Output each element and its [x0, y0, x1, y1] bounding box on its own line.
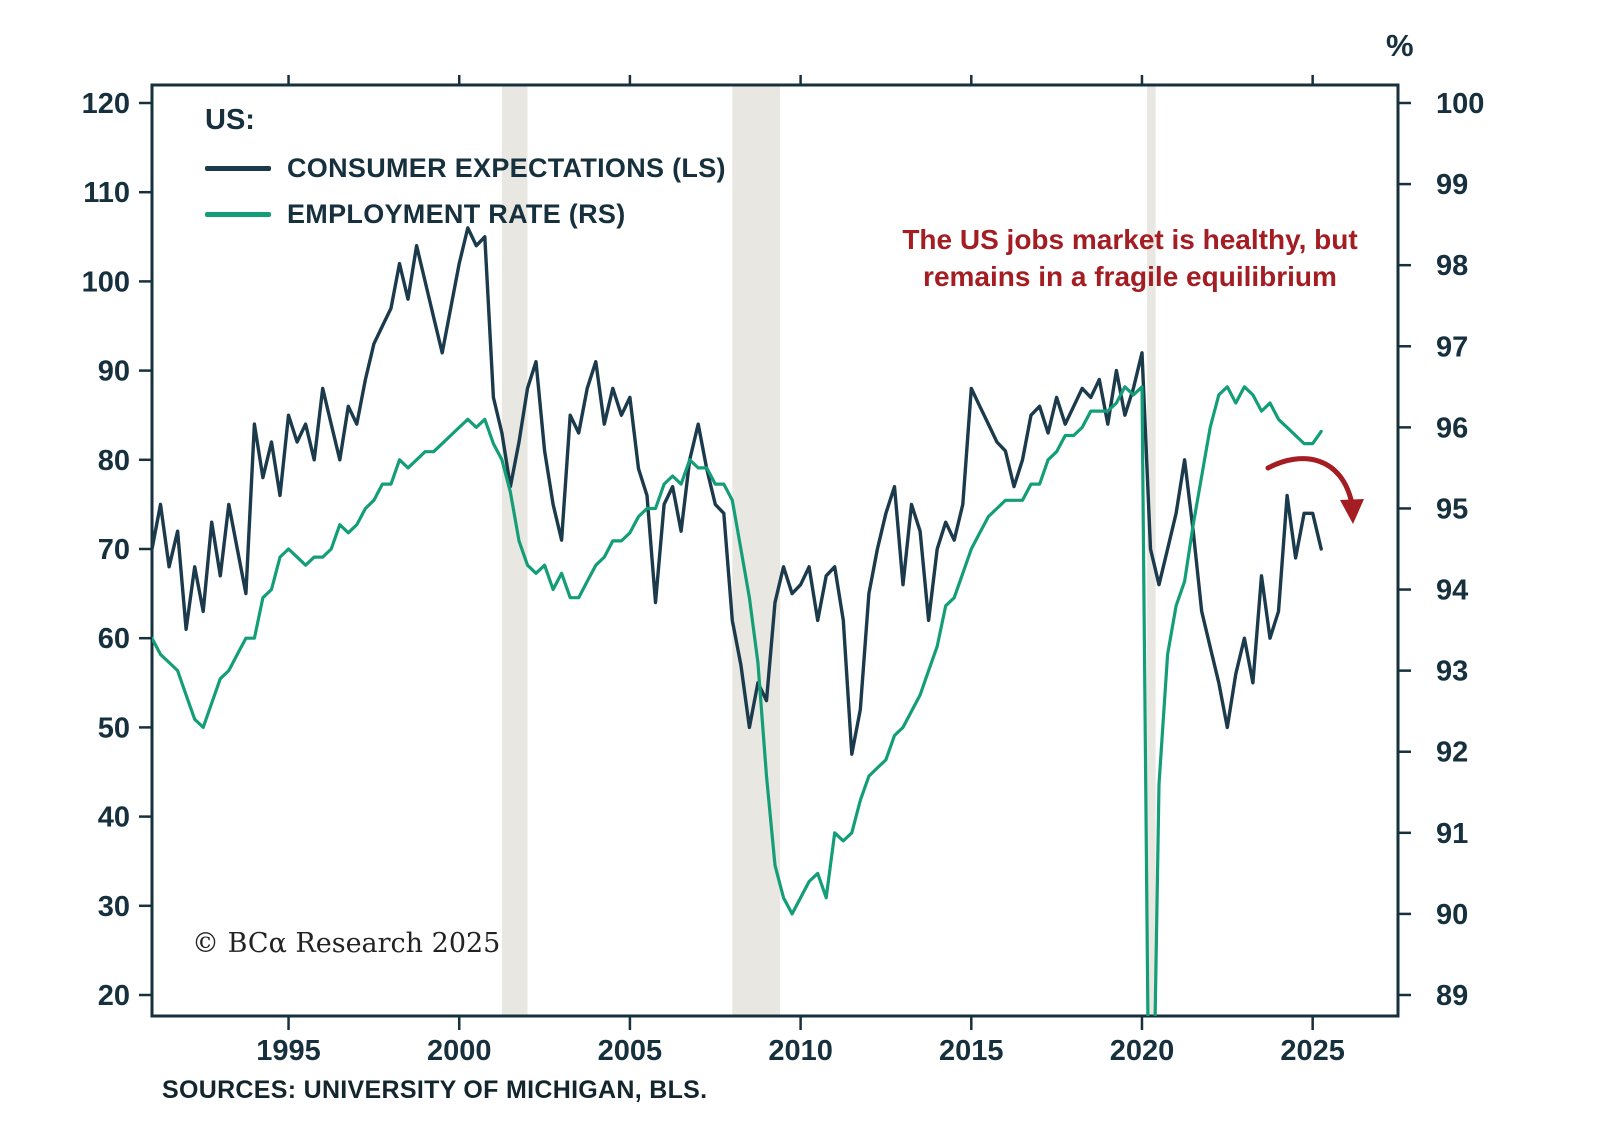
right-axis-unit-label: %: [1386, 28, 1414, 63]
x-axis-tick-label: 2000: [427, 1035, 492, 1067]
left-axis-tick-label: 40: [98, 802, 130, 834]
employment-rate-line-swatch: [205, 211, 271, 217]
legend-label-employment-rate: EMPLOYMENT RATE (RS): [287, 198, 626, 229]
left-axis-tick-label: 110: [83, 177, 130, 209]
right-axis-tick-label: 95: [1436, 493, 1468, 525]
left-axis-tick-label: 50: [98, 712, 130, 744]
trend-arrow-head: [1340, 499, 1364, 524]
right-axis-tick-label: 93: [1436, 656, 1468, 688]
legend: US: CONSUMER EXPECTATIONS (LS) EMPLOYMEN…: [205, 104, 726, 229]
legend-item-consumer-expectations: CONSUMER EXPECTATIONS (LS): [205, 153, 726, 183]
copyright-notice: © BCα Research 2025: [192, 928, 501, 959]
left-axis-tick-label: 20: [98, 980, 130, 1012]
legend-item-employment-rate: EMPLOYMENT RATE (RS): [205, 199, 726, 229]
x-axis-tick-label: 2020: [1110, 1035, 1175, 1067]
right-axis-tick-label: 100: [1436, 88, 1484, 120]
legend-label-consumer-expectations: CONSUMER EXPECTATIONS (LS): [287, 152, 726, 183]
right-axis-tick-label: 98: [1436, 250, 1468, 282]
right-axis-tick-label: 99: [1436, 169, 1468, 201]
trend-arrow: [1265, 456, 1355, 507]
x-axis-tick-label: 2005: [598, 1035, 663, 1067]
left-axis-tick-label: 90: [98, 356, 130, 388]
annotation-line-1: The US jobs market is healthy, but: [902, 224, 1358, 255]
annotation-text: The US jobs market is healthy, but remai…: [880, 222, 1380, 296]
sources-note: SOURCES: UNIVERSITY OF MICHIGAN, BLS.: [162, 1076, 708, 1104]
left-axis-tick-label: 100: [82, 266, 130, 298]
right-axis-tick-label: 97: [1436, 331, 1468, 363]
x-axis-tick-label: 2010: [768, 1035, 833, 1067]
x-axis-tick-label: 2015: [939, 1035, 1004, 1067]
left-axis-tick-label: 80: [98, 445, 130, 477]
annotation-line-2: remains in a fragile equilibrium: [923, 260, 1337, 292]
legend-title: US:: [205, 104, 255, 136]
right-axis-tick-label: 90: [1436, 899, 1468, 931]
x-axis-tick-label: 1995: [256, 1035, 321, 1067]
left-axis-tick-label: 60: [98, 623, 130, 655]
right-axis-tick-label: 91: [1436, 818, 1468, 850]
left-axis-tick-label: 120: [82, 88, 130, 120]
right-axis-tick-label: 96: [1436, 412, 1468, 444]
right-axis-tick-label: 92: [1436, 737, 1468, 769]
left-axis-tick-label: 70: [98, 534, 130, 566]
right-axis-tick-label: 94: [1436, 575, 1468, 607]
employment-rate-line: [152, 385, 1323, 1016]
consumer-expectations-line-swatch: [205, 165, 271, 171]
left-axis-tick-label: 30: [98, 891, 130, 923]
x-axis-tick-label: 2025: [1280, 1035, 1345, 1067]
consumer-expectations-line: [152, 226, 1323, 756]
right-axis-tick-label: 89: [1436, 980, 1468, 1012]
